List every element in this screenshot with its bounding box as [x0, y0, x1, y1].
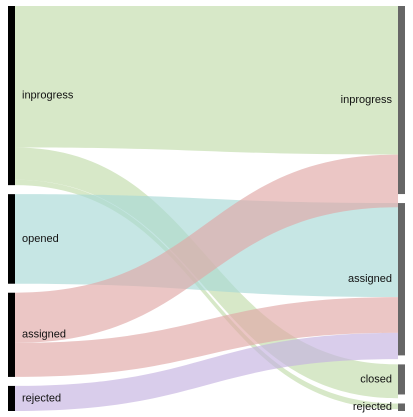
right-node-closed — [398, 364, 405, 394]
right-node-assigned — [398, 203, 405, 355]
right-node-label-closed: closed — [360, 373, 392, 385]
left-node-label-assigned: assigned — [22, 329, 66, 341]
right-node-label-assigned: assigned — [348, 273, 392, 285]
left-node-label-inprogress: inprogress — [22, 89, 74, 101]
left-node-rejected — [8, 386, 15, 411]
right-node-inprogress — [398, 6, 405, 194]
right-node-label-rejected: rejected — [353, 401, 392, 413]
right-node-rejected — [398, 403, 405, 411]
link-inprogress-to-inprogress — [15, 6, 398, 155]
left-node-assigned — [8, 293, 15, 377]
left-node-label-opened: opened — [22, 233, 59, 245]
right-node-label-inprogress: inprogress — [341, 94, 393, 106]
left-node-label-rejected: rejected — [22, 392, 61, 404]
left-node-inprogress — [8, 6, 15, 185]
left-node-opened — [8, 194, 15, 284]
sankey-links — [15, 6, 398, 411]
